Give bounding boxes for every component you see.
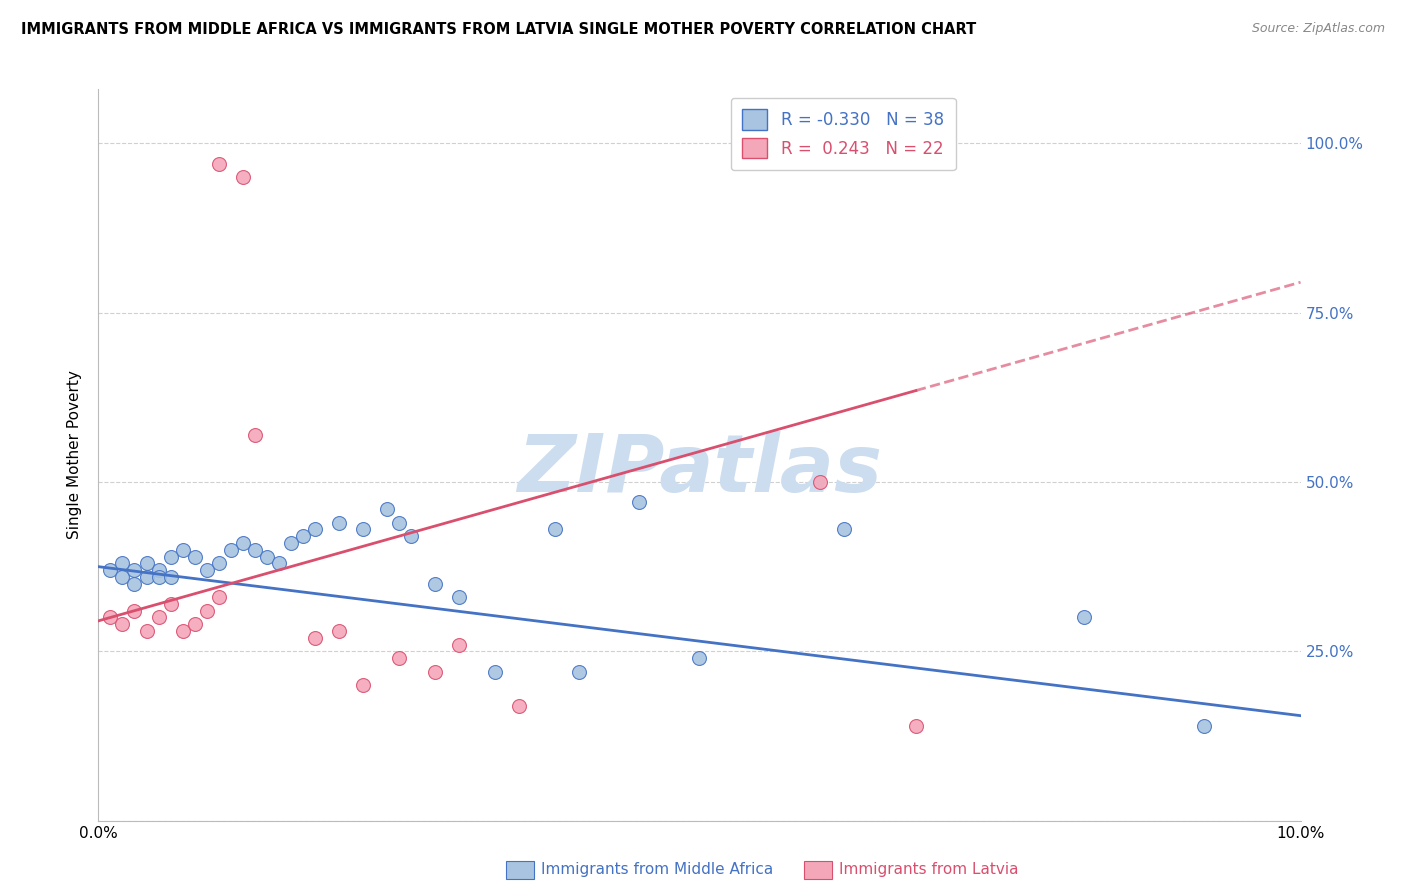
Point	[100, 610, 122, 624]
Point	[232, 170, 254, 185]
Point	[148, 610, 170, 624]
Text: Source: ZipAtlas.com: Source: ZipAtlas.com	[1251, 22, 1385, 36]
Point	[447, 638, 470, 652]
Text: Immigrants from Latvia: Immigrants from Latvia	[839, 863, 1019, 877]
Text: ZIPatlas: ZIPatlas	[517, 431, 882, 508]
Point	[159, 570, 181, 584]
Point	[423, 576, 446, 591]
Point	[124, 563, 146, 577]
Point	[423, 665, 446, 679]
Point	[375, 502, 398, 516]
Point	[628, 495, 651, 509]
Point	[183, 549, 205, 564]
Point	[172, 542, 194, 557]
Point	[328, 516, 350, 530]
Point	[484, 665, 506, 679]
Point	[195, 563, 218, 577]
Point	[208, 590, 231, 604]
Point	[124, 576, 146, 591]
Point	[124, 604, 146, 618]
Point	[568, 665, 591, 679]
Legend: R = -0.330   N = 38, R =  0.243   N = 22: R = -0.330 N = 38, R = 0.243 N = 22	[731, 97, 956, 169]
Point	[243, 542, 266, 557]
Point	[219, 542, 242, 557]
Point	[328, 624, 350, 638]
Text: Immigrants from Middle Africa: Immigrants from Middle Africa	[541, 863, 773, 877]
Point	[304, 523, 326, 537]
Point	[399, 529, 422, 543]
Point	[689, 651, 711, 665]
Point	[208, 157, 231, 171]
Point	[148, 570, 170, 584]
Point	[832, 523, 855, 537]
Point	[280, 536, 302, 550]
Point	[159, 597, 181, 611]
Point	[352, 678, 374, 692]
Point	[267, 556, 290, 570]
Point	[352, 523, 374, 537]
Point	[508, 698, 530, 713]
Point	[388, 516, 411, 530]
Point	[183, 617, 205, 632]
Point	[148, 563, 170, 577]
Point	[304, 631, 326, 645]
Point	[808, 475, 831, 489]
Point	[544, 523, 567, 537]
Point	[111, 556, 134, 570]
Point	[111, 570, 134, 584]
Point	[208, 556, 231, 570]
Point	[904, 719, 927, 733]
Y-axis label: Single Mother Poverty: Single Mother Poverty	[67, 370, 83, 540]
Point	[1073, 610, 1095, 624]
Point	[388, 651, 411, 665]
Point	[159, 549, 181, 564]
Point	[291, 529, 314, 543]
Point	[100, 563, 122, 577]
Point	[232, 536, 254, 550]
Point	[195, 604, 218, 618]
Text: IMMIGRANTS FROM MIDDLE AFRICA VS IMMIGRANTS FROM LATVIA SINGLE MOTHER POVERTY CO: IMMIGRANTS FROM MIDDLE AFRICA VS IMMIGRA…	[21, 22, 976, 37]
Point	[111, 617, 134, 632]
Point	[1194, 719, 1216, 733]
Point	[447, 590, 470, 604]
Point	[172, 624, 194, 638]
Point	[256, 549, 278, 564]
Point	[243, 427, 266, 442]
Point	[135, 624, 157, 638]
Point	[135, 570, 157, 584]
Point	[135, 556, 157, 570]
